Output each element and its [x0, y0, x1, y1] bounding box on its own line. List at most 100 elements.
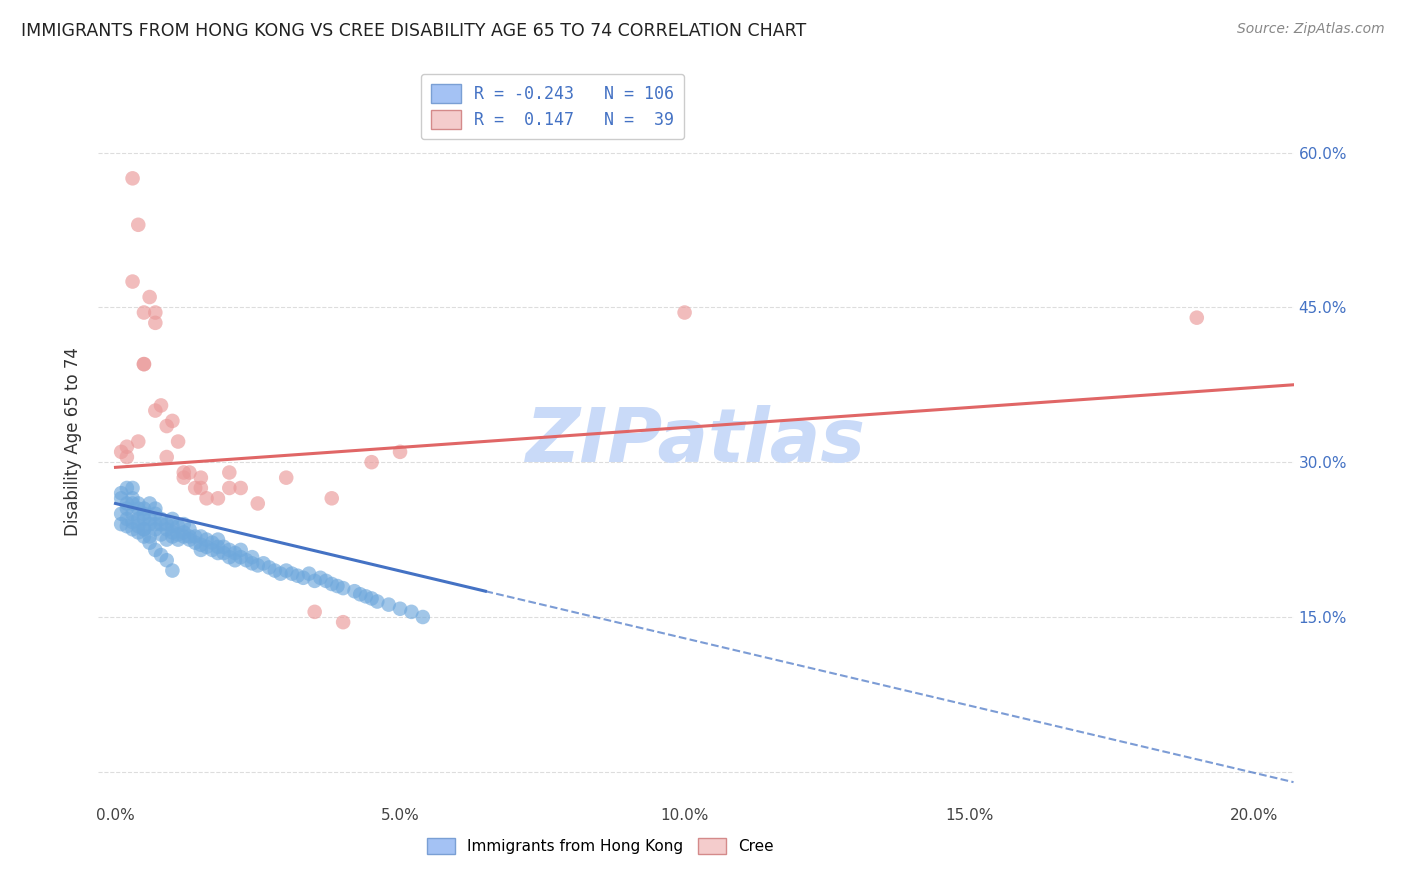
Point [304, 605, 326, 619]
Point [240, 550, 263, 565]
Point [263, 564, 285, 578]
Point [224, 546, 246, 560]
Point [229, 550, 252, 565]
Point [115, 440, 138, 454]
Point [235, 553, 257, 567]
Point [132, 522, 155, 536]
Point [195, 491, 218, 506]
Point [138, 535, 160, 549]
Point [138, 517, 160, 532]
Point [110, 486, 132, 500]
Point [190, 471, 212, 485]
Point [156, 533, 179, 547]
Point [138, 529, 160, 543]
Point [298, 566, 321, 581]
Point [292, 571, 315, 585]
Point [281, 566, 304, 581]
Point [143, 316, 166, 330]
Point [207, 540, 229, 554]
Point [167, 519, 190, 533]
Point [270, 566, 292, 581]
Point [179, 533, 201, 547]
Point [121, 515, 143, 529]
Point [276, 471, 298, 485]
Point [229, 542, 252, 557]
Point [179, 466, 201, 480]
Point [115, 450, 138, 464]
Point [132, 305, 155, 319]
Point [224, 553, 246, 567]
Legend: Immigrants from Hong Kong, Cree: Immigrants from Hong Kong, Cree [420, 832, 780, 860]
Point [121, 522, 143, 536]
Point [127, 512, 149, 526]
Point [156, 450, 179, 464]
Point [150, 512, 173, 526]
Point [389, 601, 412, 615]
Text: ZIPatlas: ZIPatlas [526, 405, 866, 478]
Point [156, 419, 179, 434]
Point [195, 533, 218, 547]
Point [121, 496, 143, 510]
Point [167, 527, 190, 541]
Point [218, 542, 240, 557]
Point [150, 517, 173, 532]
Point [673, 305, 696, 319]
Point [127, 501, 149, 516]
Point [389, 445, 412, 459]
Point [173, 529, 195, 543]
Point [343, 584, 366, 599]
Point [184, 535, 207, 549]
Point [190, 481, 212, 495]
Point [190, 542, 212, 557]
Point [167, 533, 190, 547]
Point [110, 491, 132, 506]
Point [207, 491, 229, 506]
Point [121, 481, 143, 495]
Point [110, 517, 132, 532]
Point [156, 522, 179, 536]
Point [377, 598, 399, 612]
Point [326, 579, 349, 593]
Point [162, 512, 184, 526]
Point [349, 587, 371, 601]
Point [212, 546, 235, 560]
Point [179, 529, 201, 543]
Point [138, 496, 160, 510]
Point [167, 434, 190, 449]
Point [150, 548, 173, 562]
Point [257, 560, 280, 574]
Point [127, 496, 149, 510]
Point [127, 434, 149, 449]
Point [121, 171, 143, 186]
Point [132, 522, 155, 536]
Point [150, 527, 173, 541]
Point [190, 538, 212, 552]
Point [156, 517, 179, 532]
Point [332, 615, 354, 630]
Point [132, 501, 155, 516]
Text: IMMIGRANTS FROM HONG KONG VS CREE DISABILITY AGE 65 TO 74 CORRELATION CHART: IMMIGRANTS FROM HONG KONG VS CREE DISABI… [21, 22, 806, 40]
Point [162, 519, 184, 533]
Point [190, 529, 212, 543]
Point [321, 491, 343, 506]
Point [360, 455, 382, 469]
Point [143, 542, 166, 557]
Point [304, 574, 326, 588]
Point [132, 512, 155, 526]
Point [132, 529, 155, 543]
Point [332, 581, 354, 595]
Point [173, 466, 195, 480]
Point [360, 591, 382, 606]
Point [207, 533, 229, 547]
Point [287, 568, 309, 582]
Point [132, 357, 155, 371]
Point [240, 557, 263, 571]
Point [179, 522, 201, 536]
Point [127, 525, 149, 540]
Point [173, 525, 195, 540]
Text: Source: ZipAtlas.com: Source: ZipAtlas.com [1237, 22, 1385, 37]
Point [321, 577, 343, 591]
Point [162, 414, 184, 428]
Point [162, 525, 184, 540]
Point [121, 275, 143, 289]
